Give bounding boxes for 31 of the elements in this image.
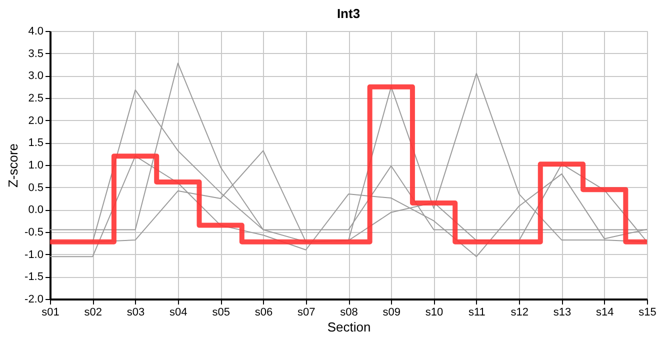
y-tick-label: 0.0 [28,204,44,216]
x-tick-label: s10 [425,306,444,318]
x-tick-label: s09 [382,306,401,318]
y-tick-label: -0.5 [24,226,44,238]
x-tick-label: s13 [553,306,572,318]
y-tick-label: -2.0 [24,294,44,306]
y-tick-label: 1.5 [28,137,44,150]
y-tick-label: 1.0 [28,160,44,172]
y-axis-title: Z-score [6,143,21,188]
x-tick-label: s12 [510,306,528,318]
x-tick-label: s08 [340,306,358,318]
x-tick-label: s03 [126,306,145,318]
x-axis-title: Section [327,320,371,334]
y-tick-label: 2.0 [28,114,44,127]
x-tick-label: s06 [254,306,273,318]
y-tick-label: 0.5 [28,182,44,194]
y-tick-label: -1.5 [24,271,44,284]
x-tick-label: s05 [212,306,230,318]
y-tick-label: 3.0 [28,70,44,82]
y-tick-label: 2.5 [28,92,44,104]
y-tick-label: 3.5 [28,48,44,60]
x-tick-label: s07 [297,306,316,318]
x-tick-label: s01 [42,306,60,318]
x-tick-label: s04 [170,306,188,318]
x-tick-label: s15 [638,306,656,318]
x-tick-label: s14 [596,306,614,318]
chart-title: Int3 [336,6,360,21]
y-tick-label: 4.0 [28,26,44,38]
x-tick-label: s02 [84,306,102,318]
x-tick-label: s11 [468,306,486,318]
y-tick-label: -1.0 [24,248,44,261]
